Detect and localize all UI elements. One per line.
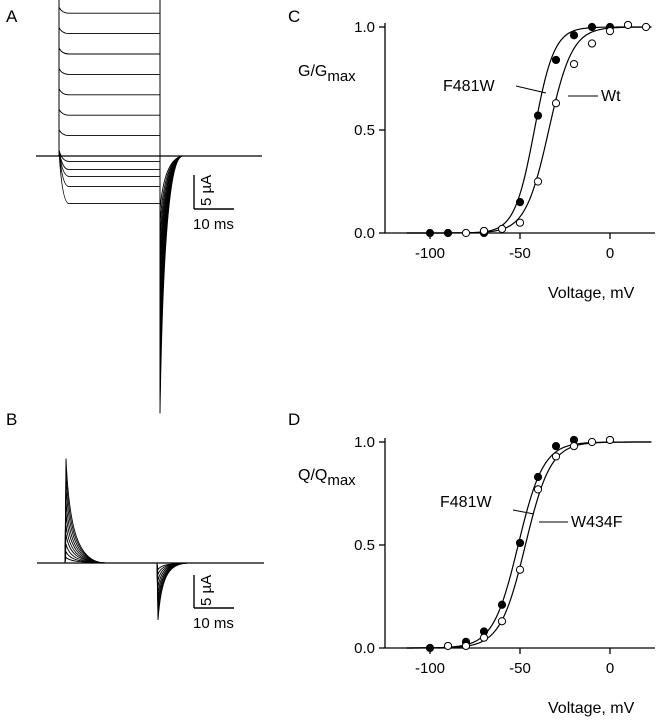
panel-d-label-w434f: W434F xyxy=(571,514,623,531)
data-point-f481w xyxy=(569,31,579,40)
data-point-wt xyxy=(641,22,651,32)
data-point-wt xyxy=(605,27,615,36)
data-point-w434f xyxy=(479,633,489,642)
panel-b-gating-traces xyxy=(37,458,264,621)
panel-b-on-trace xyxy=(64,556,106,564)
panel-a-trace xyxy=(36,88,262,312)
data-point-w434f xyxy=(443,641,453,651)
panel-d-label-f481w: F481W xyxy=(440,494,492,511)
y-tick-label: 0.0 xyxy=(354,640,375,657)
data-point-f481w xyxy=(587,22,597,32)
fit-curve-w434f xyxy=(406,441,652,649)
data-point-f481w xyxy=(515,538,525,548)
data-point-w434f xyxy=(569,442,579,451)
panel-a-trace xyxy=(36,0,262,211)
panel-b-off-trace xyxy=(156,562,188,614)
panel-d-label-f481w-leader xyxy=(512,509,535,515)
data-point-wt xyxy=(587,39,597,48)
panel-a-ionic-traces xyxy=(36,0,262,414)
scale-bar-b-time: 10 ms xyxy=(193,615,234,632)
panel-letter-b: B xyxy=(6,410,17,429)
panel-b-off-trace xyxy=(156,562,188,571)
panel-c-conductance-plot: G/Gmax Voltage, mV F481W Wt 0.0 0.5 1.0 -10… xyxy=(298,19,655,302)
x-tick-label: 0 xyxy=(606,245,614,262)
y-tick-label: 1.0 xyxy=(354,434,375,451)
x-tick-label: -50 xyxy=(509,245,531,262)
data-point-wt xyxy=(623,20,633,30)
panel-a-trace xyxy=(36,149,262,399)
scale-bar-a-time: 10 ms xyxy=(193,216,234,233)
data-point-w434f xyxy=(461,641,471,651)
panel-letter-d: D xyxy=(288,410,300,429)
panel-a-trace xyxy=(36,68,262,298)
data-point-w434f xyxy=(515,565,525,574)
data-point-f481w xyxy=(515,198,525,207)
data-point-wt xyxy=(479,226,489,236)
panel-b-on-trace xyxy=(64,458,106,564)
data-point-f481w xyxy=(533,111,543,120)
data-point-w434f xyxy=(551,452,561,461)
scale-bar-b-current: 5 µA xyxy=(198,575,215,606)
data-point-f481w xyxy=(425,643,435,653)
x-tick-label: 0 xyxy=(606,660,614,677)
panel-d-xlabel: Voltage, mV xyxy=(548,700,635,717)
data-point-w434f xyxy=(605,435,615,445)
scale-bar-b: 5 µA 10 ms xyxy=(193,575,234,632)
panel-a-trace xyxy=(36,47,262,283)
panel-d-ylabel: Q/Qmax xyxy=(298,467,356,489)
panel-b-on-trace xyxy=(64,486,106,564)
x-tick-label: -50 xyxy=(509,660,531,677)
panel-a-trace xyxy=(36,149,262,414)
data-point-f481w xyxy=(551,55,561,65)
y-tick-label: 1.0 xyxy=(354,19,375,36)
panel-c-label-f481w: F481W xyxy=(443,78,495,95)
panel-c-label-wt: Wt xyxy=(601,88,621,105)
data-point-wt xyxy=(569,59,579,69)
data-point-f481w xyxy=(443,228,453,238)
data-point-f481w xyxy=(533,472,543,482)
data-point-wt xyxy=(551,99,561,108)
x-tick-label: -100 xyxy=(415,660,445,677)
scale-bar-a: 5 µA 10 ms xyxy=(193,175,234,233)
x-tick-label: -100 xyxy=(415,245,445,262)
data-point-f481w xyxy=(425,228,435,238)
panel-c-label-f481w-leader xyxy=(515,85,547,94)
y-tick-label: 0.5 xyxy=(354,122,375,139)
scale-bar-a-current: 5 µA xyxy=(198,175,215,206)
data-point-f481w xyxy=(497,600,507,609)
panel-a-trace xyxy=(36,149,262,385)
data-point-wt xyxy=(461,228,471,238)
panel-d-charge-plot: Q/Qmax Voltage, mV F481W W434F 0.0 0.5 1.0… xyxy=(298,434,655,717)
data-point-wt xyxy=(533,177,543,186)
panel-letter-c: C xyxy=(288,7,300,26)
data-point-f481w xyxy=(551,442,561,451)
panel-a-trace xyxy=(36,149,262,356)
data-point-wt xyxy=(515,218,525,227)
data-point-w434f xyxy=(587,437,597,447)
data-point-w434f xyxy=(533,485,543,494)
y-tick-label: 0.0 xyxy=(354,225,375,242)
y-tick-label: 0.5 xyxy=(354,537,375,554)
fit-curve-wt xyxy=(406,26,652,234)
data-point-wt xyxy=(497,224,507,233)
panel-c-xlabel: Voltage, mV xyxy=(548,285,635,302)
panel-a-trace xyxy=(36,149,262,370)
panel-c-ylabel: G/Gmax xyxy=(298,63,356,85)
fit-curve-f481w xyxy=(406,441,652,649)
data-point-w434f xyxy=(497,617,507,626)
panel-letter-a: A xyxy=(6,7,18,26)
